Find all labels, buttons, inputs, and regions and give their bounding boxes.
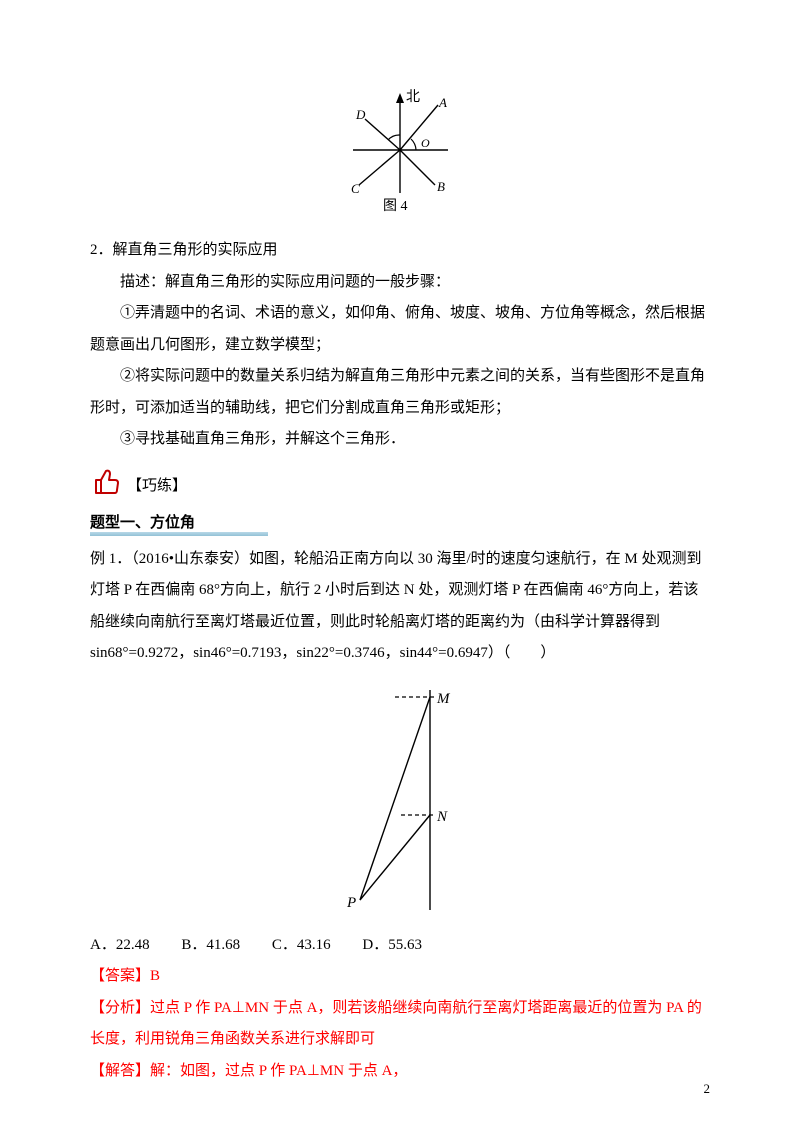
- svg-text:C: C: [351, 181, 360, 196]
- svg-text:B: B: [437, 179, 445, 194]
- page-number: 2: [704, 1075, 711, 1102]
- section2-heading: 2．解直角三角形的实际应用: [90, 235, 710, 267]
- section2-p3: ③寻找基础直角三角形，并解这个三角形．: [90, 424, 710, 456]
- thumbs-up-icon: [90, 466, 122, 509]
- diagram1-svg: 北 A B C D O 图 4: [333, 85, 468, 215]
- analysis-text: 【分析】过点 P 作 PA⊥MN 于点 A，则若该船继续向南航行至离灯塔距离最近…: [90, 993, 710, 1056]
- type-heading: 题型一、方位角: [90, 508, 195, 540]
- option-a: A．22.48: [90, 930, 150, 962]
- svg-text:N: N: [436, 809, 448, 825]
- svg-text:M: M: [436, 691, 451, 707]
- svg-text:A: A: [438, 95, 447, 110]
- answer-options: A．22.48 B．41.68 C．43.16 D．55.63: [90, 930, 710, 962]
- section2-desc: 描述：解直角三角形的实际应用问题的一般步骤：: [90, 267, 710, 299]
- svg-text:图 4: 图 4: [383, 199, 408, 214]
- answer-label: 【答案】B: [90, 961, 710, 993]
- section2-p2: ②将实际问题中的数量关系归结为解直角三角形中元素之间的关系，当有些图形不是直角形…: [90, 361, 710, 424]
- example1-text: 例 1．（2016•山东泰安）如图，轮船沿正南方向以 30 海里/时的速度匀速航…: [90, 544, 710, 670]
- solve-text: 【解答】解：如图，过点 P 作 PA⊥MN 于点 A，: [90, 1056, 710, 1088]
- option-d: D．55.63: [362, 930, 422, 962]
- practice-label: 【巧练】: [127, 471, 187, 503]
- diagram2-svg: M N P: [325, 685, 475, 915]
- compass-diagram: 北 A B C D O 图 4: [90, 85, 710, 215]
- section2-p1: ①弄清题中的名词、术语的意义，如仰角、俯角、坡度、坡角、方位角等概念，然后根据题…: [90, 298, 710, 361]
- svg-text:北: 北: [406, 89, 420, 105]
- option-c: C．43.16: [272, 930, 331, 962]
- svg-text:O: O: [421, 136, 430, 150]
- practice-header: 【巧练】: [90, 466, 710, 509]
- svg-text:D: D: [355, 107, 366, 122]
- triangle-diagram: M N P: [90, 685, 710, 915]
- option-b: B．41.68: [181, 930, 240, 962]
- svg-text:P: P: [346, 895, 356, 911]
